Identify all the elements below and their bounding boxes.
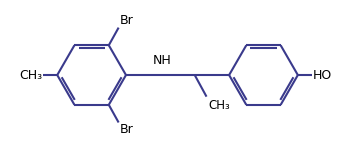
Text: Br: Br <box>120 14 133 27</box>
Text: CH₃: CH₃ <box>208 99 230 112</box>
Text: NH: NH <box>153 54 172 67</box>
Text: Br: Br <box>120 124 133 136</box>
Text: HO: HO <box>312 69 332 82</box>
Text: CH₃: CH₃ <box>19 69 42 82</box>
